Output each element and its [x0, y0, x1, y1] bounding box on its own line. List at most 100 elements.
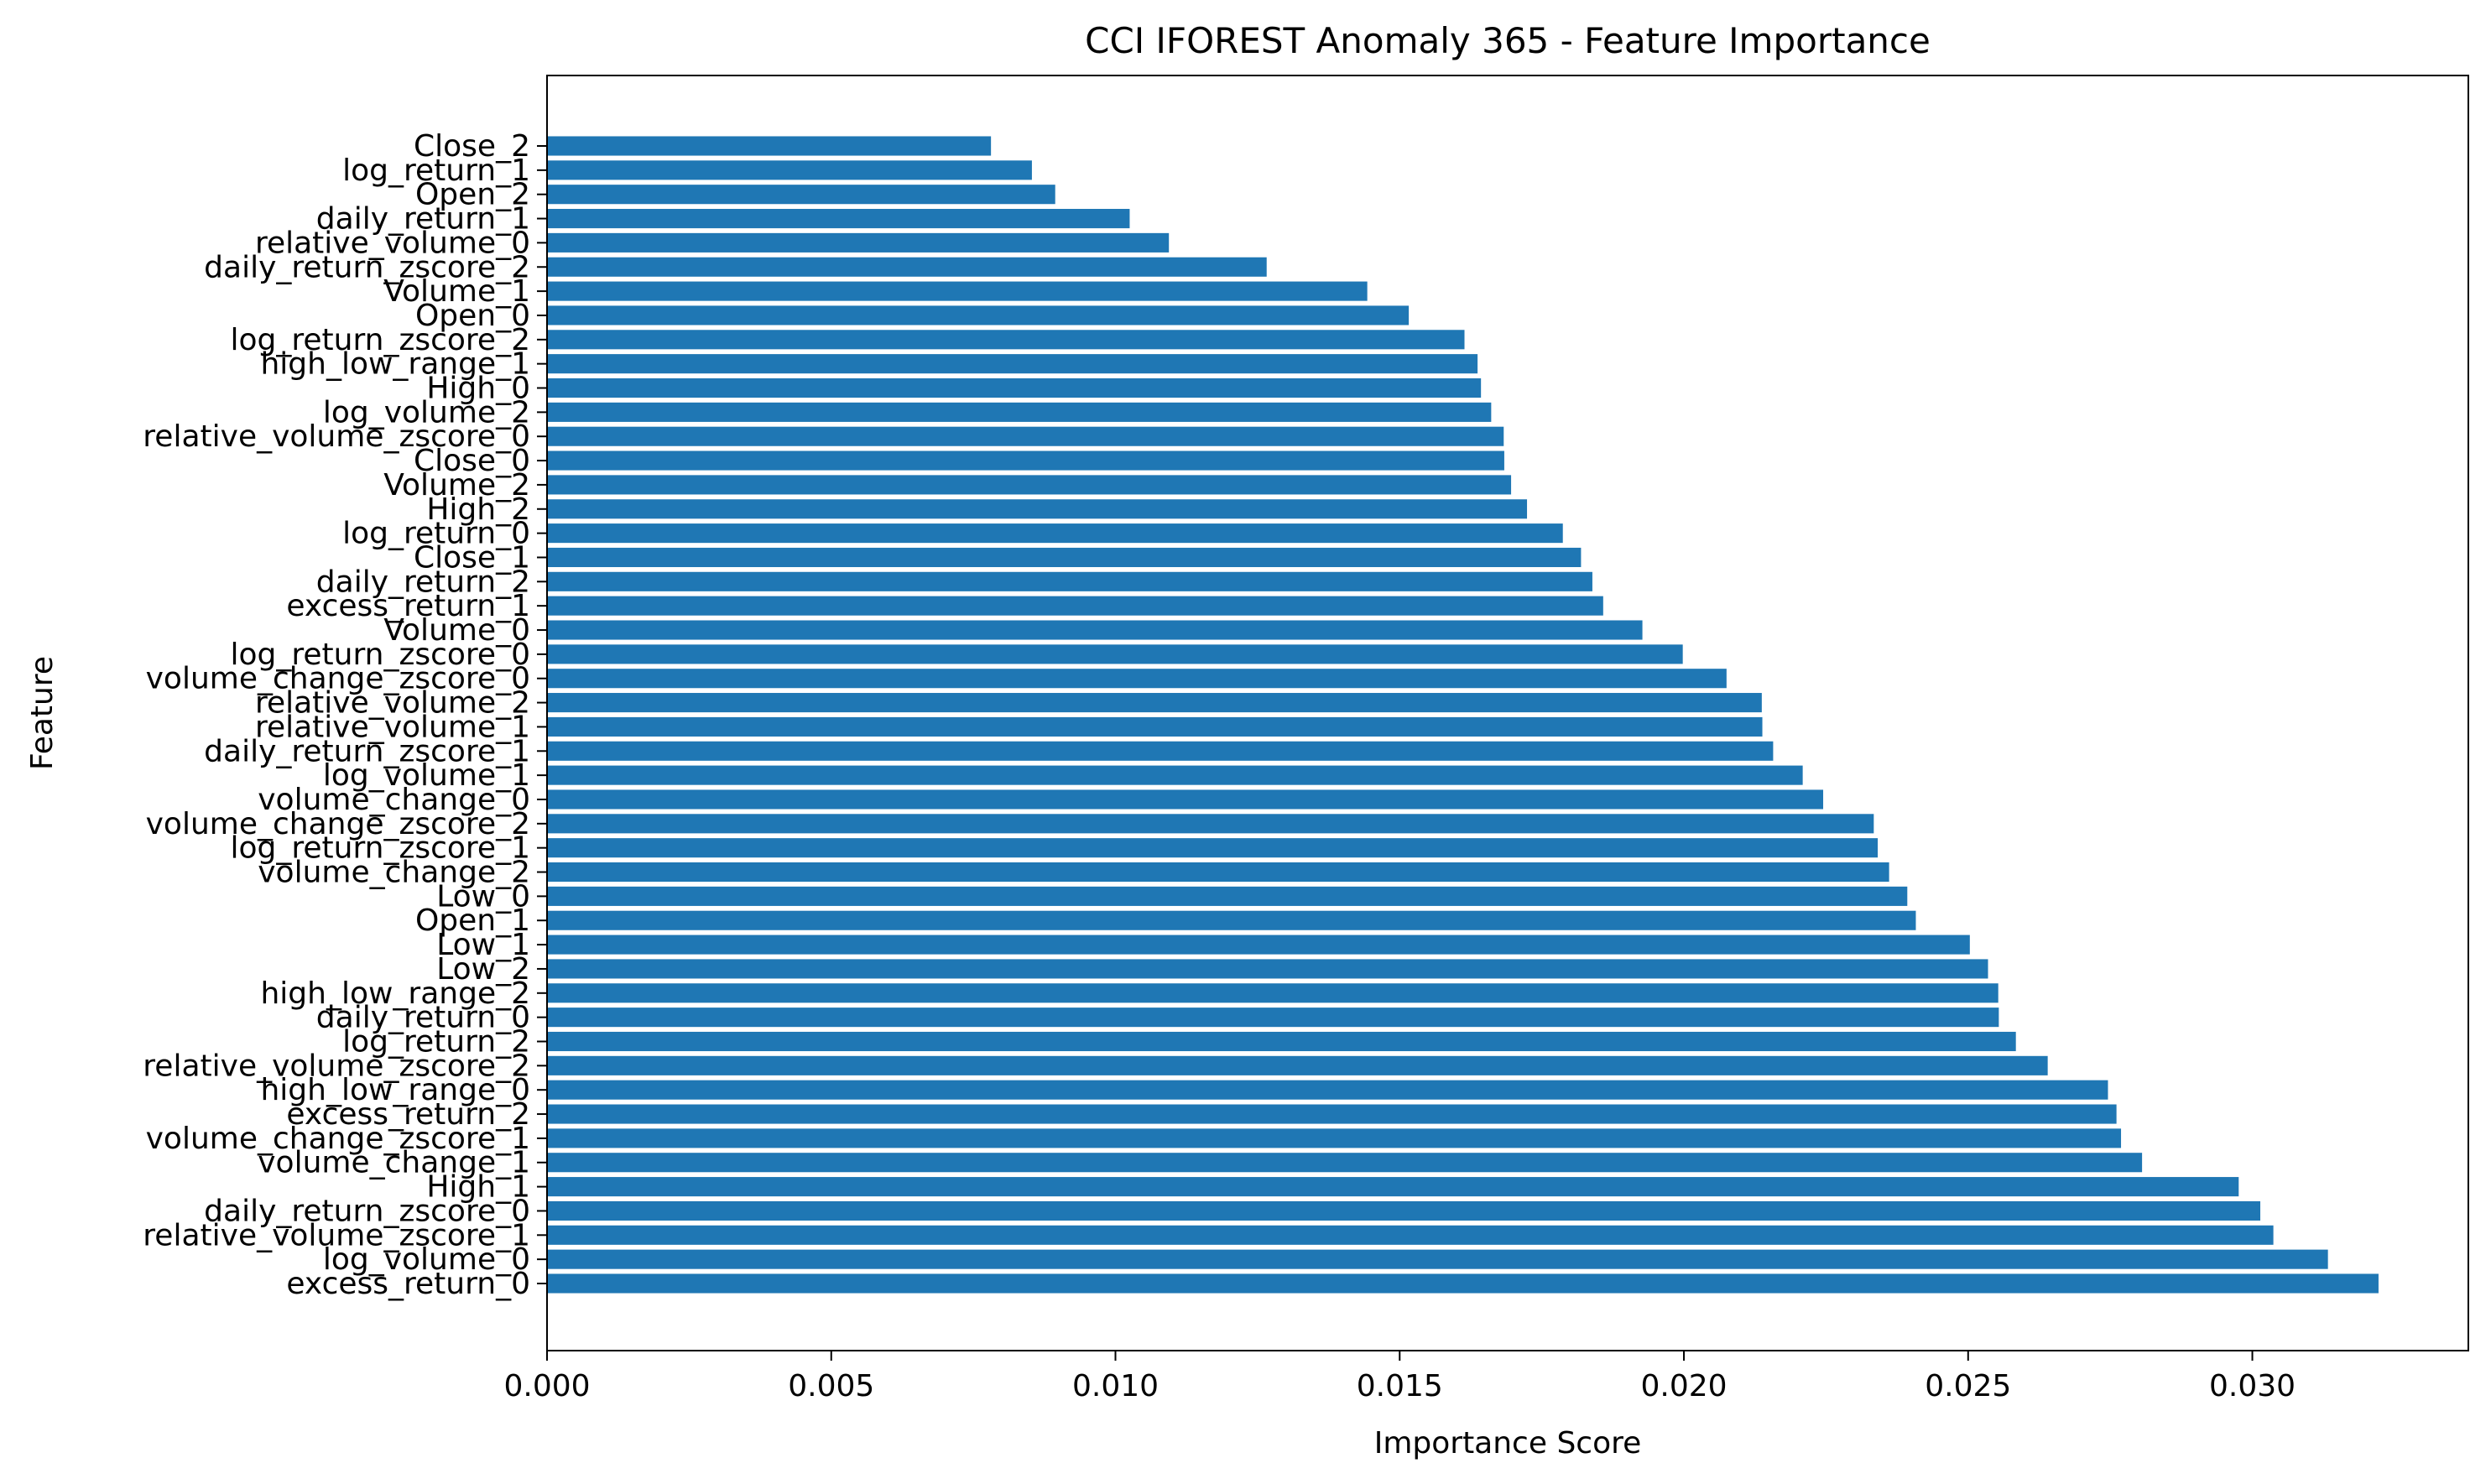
- y-tick-label: log_return_zscore_1: [231, 831, 531, 866]
- bar-daily-return-1: [547, 209, 1130, 229]
- bar-relative-volume-zscore-1: [547, 1225, 2274, 1245]
- y-tick-label: Volume_1: [383, 274, 530, 309]
- y-tick-label: log_return_2: [342, 1024, 530, 1059]
- y-axis-label: Feature: [25, 656, 60, 770]
- bar-log-return-zscore-0: [547, 644, 1683, 664]
- y-tick-label: log_volume_0: [323, 1242, 530, 1277]
- bar-relative-volume-2: [547, 693, 1762, 713]
- y-tick-label: Close_1: [414, 540, 530, 575]
- y-tick-label: daily_return_zscore_1: [204, 734, 530, 768]
- bar-volume-change-0: [547, 789, 1824, 810]
- x-axis-label: Importance Score: [1374, 1426, 1642, 1461]
- bar-open-2: [547, 185, 1055, 205]
- x-axis-ticks: 0.000 0.005 0.010 0.015 0.020 0.025 0.030: [503, 1351, 2296, 1403]
- bar-daily-return-zscore-2: [547, 257, 1267, 277]
- y-tick-label: Volume_2: [383, 468, 530, 502]
- y-tick-label: daily_return_zscore_2: [204, 250, 530, 284]
- bar-high-1: [547, 1177, 2239, 1197]
- bar-relative-volume-1: [547, 716, 1763, 737]
- bar-volume-1: [547, 281, 1368, 301]
- y-tick-label: daily_return_zscore_0: [204, 1194, 530, 1228]
- y-tick-label: excess_return_1: [286, 589, 530, 623]
- y-tick-label: relative_volume_zscore_2: [143, 1049, 530, 1083]
- bar-log-return-zscore-2: [547, 330, 1465, 350]
- y-tick-label: Low_2: [436, 952, 530, 987]
- y-tick-label: Low_1: [436, 928, 530, 962]
- x-tick-label: 0.020: [1640, 1369, 1727, 1403]
- y-tick-label: Open_0: [415, 299, 530, 333]
- bar-open-0: [547, 305, 1410, 325]
- bar-high-2: [547, 499, 1528, 519]
- y-tick-label: Low_0: [436, 879, 530, 914]
- bar-high-0: [547, 378, 1482, 398]
- x-tick-label: 0.010: [1072, 1369, 1159, 1403]
- y-tick-label: High_1: [426, 1170, 530, 1205]
- bar-excess-return-2: [547, 1104, 2117, 1124]
- bar-log-volume-0: [547, 1249, 2328, 1269]
- y-tick-label: Close_0: [414, 444, 530, 478]
- y-tick-label: log_return_zscore_2: [231, 323, 531, 357]
- y-tick-label: High_2: [426, 492, 530, 527]
- y-tick-label: volume_change_0: [258, 783, 530, 817]
- bar-log-return-1: [547, 160, 1032, 180]
- bar-relative-volume-0: [547, 232, 1170, 253]
- y-tick-label: Close_2: [414, 129, 530, 164]
- y-tick-label: daily_return_2: [316, 565, 530, 599]
- bar-daily-return-zscore-0: [547, 1200, 2261, 1221]
- y-tick-label: relative_volume_2: [255, 686, 530, 721]
- bar-log-volume-1: [547, 765, 1803, 785]
- bar-log-return-zscore-1: [547, 838, 1879, 858]
- bar-volume-change-zscore-0: [547, 669, 1727, 689]
- bar-volume-change-zscore-1: [547, 1128, 2122, 1148]
- bar-low-1: [547, 935, 1970, 955]
- bar-daily-return-0: [547, 1008, 1999, 1028]
- y-tick-label: relative_volume_0: [255, 226, 530, 260]
- x-tick-label: 0.025: [1925, 1369, 2011, 1403]
- bar-log-return-2: [547, 1031, 2016, 1052]
- x-tick-label: 0.000: [503, 1369, 590, 1403]
- y-tick-label: volume_change_zscore_1: [146, 1122, 530, 1156]
- y-tick-marks: [537, 145, 547, 1284]
- bar-low-2: [547, 959, 1988, 979]
- y-tick-label: log_volume_2: [323, 395, 530, 430]
- bar-close-2: [547, 136, 992, 156]
- x-tick-label: 0.005: [788, 1369, 874, 1403]
- bar-log-return-0: [547, 523, 1563, 544]
- bar-daily-return-2: [547, 571, 1592, 591]
- bar-volume-change-2: [547, 862, 1889, 883]
- y-tick-label: relative_volume_zscore_0: [143, 419, 530, 454]
- y-tick-label: daily_return_0: [316, 1001, 530, 1035]
- y-tick-label: daily_return_1: [316, 202, 530, 237]
- y-tick-label: volume_change_zscore_2: [146, 807, 530, 841]
- x-tick-label: 0.030: [2209, 1369, 2296, 1403]
- y-tick-label: Open_2: [415, 178, 530, 212]
- bar-excess-return-0: [547, 1273, 2379, 1294]
- bar-open-1: [547, 910, 1916, 930]
- bar-relative-volume-zscore-2: [547, 1055, 2048, 1075]
- bar-high-low-range-2: [547, 983, 1999, 1003]
- x-tick-label: 0.015: [1357, 1369, 1443, 1403]
- y-tick-label: high_low_range_1: [260, 347, 530, 382]
- chart-title: CCI IFOREST Anomaly 365 - Feature Import…: [1085, 20, 1931, 61]
- bar-close-1: [547, 547, 1582, 568]
- bar-close-0: [547, 450, 1504, 471]
- y-tick-labels: Close_2log_return_1Open_2daily_return_1r…: [143, 129, 530, 1301]
- bar-volume-change-zscore-2: [547, 814, 1874, 834]
- axes-frame: [546, 75, 2469, 1351]
- y-tick-label: relative_volume_1: [255, 710, 530, 744]
- bar-low-0: [547, 886, 1908, 906]
- bar-series: [547, 136, 2379, 1294]
- bar-relative-volume-zscore-0: [547, 426, 1504, 446]
- y-tick-label: volume_change_1: [258, 1146, 530, 1180]
- y-tick-label: relative_volume_zscore_1: [143, 1218, 530, 1252]
- y-tick-label: excess_return_2: [286, 1097, 530, 1132]
- bar-high-low-range-0: [547, 1080, 2108, 1100]
- y-tick-label: log_return_1: [342, 154, 530, 188]
- y-tick-label: volume_change_2: [258, 856, 530, 890]
- y-tick-label: Volume_0: [383, 613, 530, 648]
- y-tick-label: high_low_range_2: [260, 976, 530, 1011]
- y-tick-label: log_return_0: [342, 517, 530, 551]
- y-tick-label: log_volume_1: [323, 758, 530, 793]
- y-tick-label: volume_change_zscore_0: [146, 662, 530, 696]
